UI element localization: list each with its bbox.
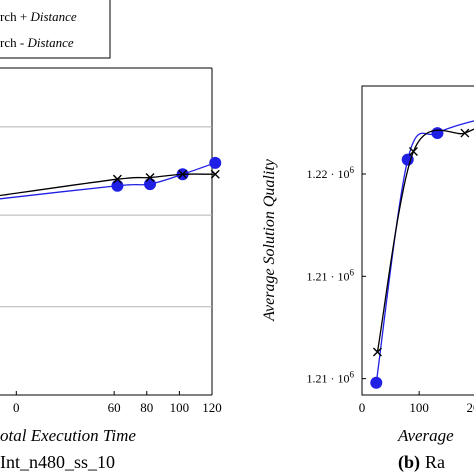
right-x-tick-label: 0	[359, 400, 366, 415]
right-point-blue	[370, 376, 383, 389]
right-point-black	[408, 146, 418, 156]
right-point-black	[460, 128, 470, 138]
right-line-black	[376, 128, 474, 353]
right-y-tick-label: 1.21 · 106	[307, 267, 355, 283]
right-plot-frame	[361, 85, 474, 396]
legend-entry-blue: rch + Distance	[0, 9, 77, 24]
left-x-tick-label: 100	[170, 400, 190, 415]
left-x-tick-label: 80	[140, 400, 153, 415]
right-point-blue	[431, 127, 444, 140]
left-x-tick-label: 0	[13, 400, 20, 415]
left-point-black	[210, 169, 220, 179]
legend-box	[0, 0, 111, 59]
legend-entry-black: rch - Distance	[0, 35, 74, 50]
right-point-blue	[401, 153, 414, 166]
left-x-axis-label: otal Execution Time	[0, 426, 136, 445]
left-point-blue	[209, 156, 222, 169]
left-point-blue	[144, 178, 157, 191]
left-point-black	[112, 174, 122, 184]
left-x-ticks: 0 60 80 100 120	[13, 391, 222, 415]
left-point-blue	[111, 179, 124, 192]
right-series	[370, 120, 474, 389]
right-y-tick-label: 1.21 · 106	[307, 370, 355, 386]
left-gridlines	[0, 126, 212, 308]
right-y-ticks: 1.22 · 106 1.21 · 106 1.21 · 106	[307, 165, 366, 386]
right-line-blue	[375, 120, 474, 383]
left-line-black	[0, 173, 216, 197]
left-point-black	[178, 169, 188, 179]
left-caption: Int_n480_ss_10	[0, 452, 115, 472]
left-point-black	[145, 173, 155, 183]
left-x-tick-label: 60	[108, 400, 121, 415]
right-caption: (b) Ra	[398, 452, 445, 473]
right-x-tick-label: 200	[467, 400, 474, 415]
left-series	[0, 156, 222, 200]
right-x-ticks: 0 100 200	[359, 391, 474, 415]
right-point-black	[372, 347, 382, 357]
right-x-tick-label: 100	[409, 400, 429, 415]
left-x-tick-label: 120	[202, 400, 222, 415]
legend: rch + Distance rch - Distance	[0, 0, 111, 59]
left-chart: 0 60 80 100 120 otal Execution Time Int_n480…	[0, 67, 222, 472]
right-y-tick-label: 1.22 · 106	[307, 165, 355, 181]
right-y-axis-label: Average Solution Quality	[261, 158, 278, 322]
right-chart: 1.22 · 106 1.21 · 106 1.21 · 106 0 100 200 A…	[261, 85, 474, 473]
right-x-axis-label: Average	[397, 426, 454, 445]
